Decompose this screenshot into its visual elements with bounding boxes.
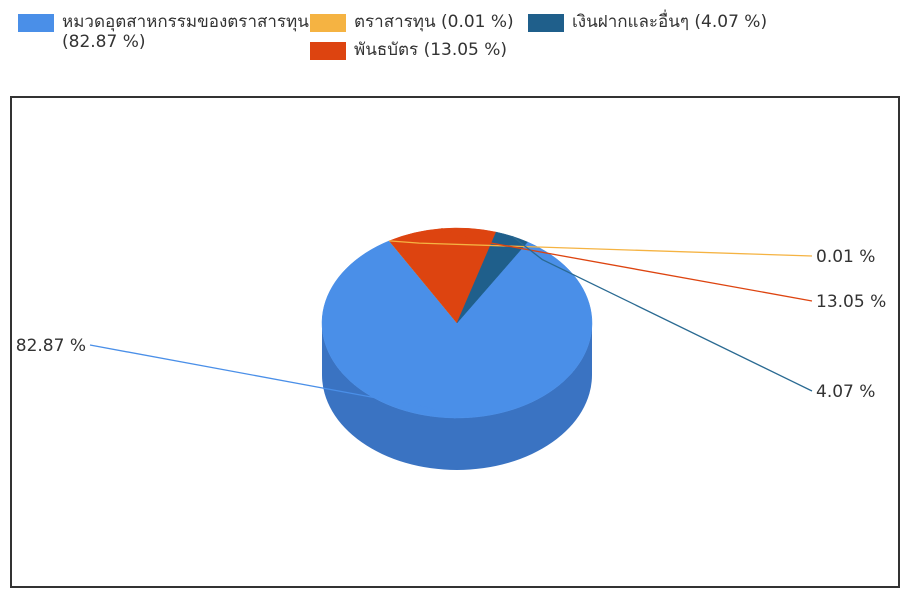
legend-label-equity-industry: หมวดอุตสาหกรรมของตราสารทุน [62,12,309,32]
slice-label-equity: 0.01 % [816,247,875,267]
legend-swatch-bonds [310,42,346,60]
legend-label-equity: ตราสารทุน (0.01 %) [354,12,514,32]
legend-label-deposits: เงินฝากและอื่นๆ (4.07 %) [572,12,768,32]
slice-label-deposits: 4.07 % [816,382,875,402]
pie-chart: 82.87 % 0.01 % 13.05 % 4.07 % [16,227,886,470]
legend-item-deposits[interactable]: เงินฝากและอื่นๆ (4.07 %) [528,12,767,32]
leader-line-bonds [441,228,813,302]
legend-item-equity[interactable]: ตราสารทุน (0.01 %) [310,12,514,32]
legend-swatch-deposits [528,14,564,32]
legend-swatch-equity [310,14,346,32]
leader-line-equity [389,240,813,257]
legend-item-bonds[interactable]: พันธบัตร (13.05 %) [310,40,507,60]
chart-legend: หมวดอุตสาหกรรมของตราสารทุน (82.87 %) ตรา… [0,0,903,80]
legend-item-equity-industry[interactable]: หมวดอุตสาหกรรมของตราสารทุน (82.87 %) [18,12,309,52]
slice-label-equity-industry: 82.87 % [16,336,86,356]
legend-value-equity-industry: (82.87 %) [62,32,146,52]
legend-label-bonds: พันธบัตร (13.05 %) [354,40,508,60]
leader-line-equity-industry [89,344,456,419]
legend-swatch-equity-industry [18,14,54,32]
legend-text-equity-industry: หมวดอุตสาหกรรมของตราสารทุน (82.87 %) [62,12,309,52]
chart-area: 82.87 % 0.01 % 13.05 % 4.07 % [10,96,900,588]
leader-line-deposits [511,235,813,392]
slice-label-bonds: 13.05 % [816,292,886,312]
pie-side-equity-industry [322,323,592,470]
